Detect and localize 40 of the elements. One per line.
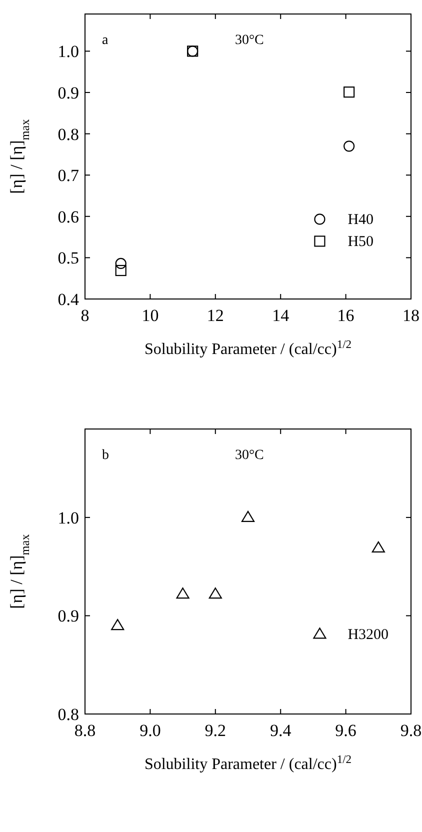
point bbox=[176, 588, 190, 599]
y-tick-label: 0.8 bbox=[58, 705, 79, 724]
x-tick-label: 9.6 bbox=[335, 721, 356, 740]
point bbox=[241, 510, 255, 522]
point bbox=[115, 258, 126, 270]
x-tick-label: 8 bbox=[80, 306, 90, 325]
legend-label: H40 bbox=[348, 212, 374, 228]
annotation: 30°C bbox=[234, 448, 264, 463]
y-tick-label: 0.5 bbox=[58, 248, 79, 268]
legend-label: H3200 bbox=[348, 627, 389, 644]
y-tick-label: 1.0 bbox=[58, 42, 79, 62]
x-tick-label: 9.2 bbox=[204, 721, 226, 740]
point bbox=[372, 541, 385, 552]
x-tick-label: 16 bbox=[337, 306, 354, 325]
point bbox=[344, 140, 355, 152]
annotation: a bbox=[102, 33, 109, 48]
point bbox=[208, 588, 222, 599]
x-axis-title: Solubility Parameter / (cal/cc)$^{1/2}$ bbox=[144, 339, 352, 358]
annotation: b bbox=[102, 448, 109, 463]
x-tick-label: 14 bbox=[272, 306, 290, 325]
x-tick-label: 9.8 bbox=[400, 721, 422, 740]
legend-label: H50 bbox=[348, 234, 374, 250]
y-tick-label: 0.6 bbox=[58, 207, 79, 226]
x-tick-label: 10 bbox=[142, 306, 159, 325]
point bbox=[115, 264, 126, 276]
y-tick-label: 0.7 bbox=[58, 166, 80, 186]
annotation: 30°C bbox=[234, 33, 264, 48]
y-tick-label: 0.9 bbox=[58, 83, 79, 102]
y-tick-label: 0.8 bbox=[58, 124, 79, 144]
point bbox=[111, 619, 124, 630]
x-tick-label: 18 bbox=[402, 306, 420, 325]
x-tick-label: 8.8 bbox=[74, 721, 96, 740]
x-tick-label: 9.0 bbox=[140, 721, 161, 740]
x-tick-label: 9.4 bbox=[270, 721, 292, 740]
y-tick-label: 0.4 bbox=[58, 290, 80, 309]
x-tick-label: 12 bbox=[206, 306, 224, 325]
y-tick-label: 1.0 bbox=[58, 508, 79, 528]
point bbox=[344, 86, 355, 98]
y-tick-label: 0.9 bbox=[58, 606, 79, 626]
x-axis-title: Solubility Parameter / (cal/cc)$^{1/2}$ bbox=[144, 754, 352, 773]
